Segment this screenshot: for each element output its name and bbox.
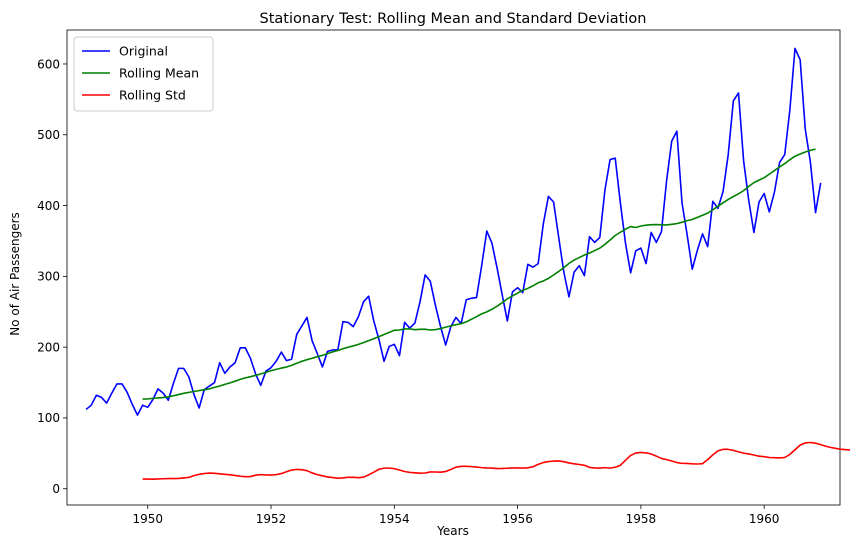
y-axis-label: No of Air Passengers (8, 212, 22, 336)
y-tick-label: 0 (52, 482, 60, 496)
y-tick-label: 300 (37, 270, 60, 284)
x-tick-label: 1954 (379, 512, 410, 526)
x-tick-label: 1950 (132, 512, 163, 526)
legend-label-rolling-std: Rolling Std (119, 88, 186, 103)
x-tick-label: 1956 (502, 512, 533, 526)
y-tick-label: 200 (37, 340, 60, 354)
y-tick-label: 600 (37, 57, 60, 71)
y-tick-label: 500 (37, 128, 60, 142)
series-line-rolling-mean (142, 148, 816, 400)
legend-label-original: Original (119, 44, 168, 59)
legend-label-rolling-mean: Rolling Mean (119, 66, 199, 81)
y-tick-label: 100 (37, 411, 60, 425)
legend: Original Rolling Mean Rolling Std (73, 36, 214, 112)
y-tick-label: 400 (37, 199, 60, 213)
y-axis: 0 100 200 300 400 500 600 (37, 57, 67, 496)
series-line-original (85, 47, 822, 416)
chart-title: Stationary Test: Rolling Mean and Standa… (260, 11, 647, 27)
series-line-rolling-std (142, 441, 850, 480)
legend-box (73, 36, 214, 112)
x-axis: 1950 1952 1954 1956 1958 1960 (132, 505, 779, 526)
x-axis-label: Years (436, 524, 469, 538)
x-tick-label: 1958 (626, 512, 657, 526)
x-tick-label: 1952 (256, 512, 287, 526)
series-layer (85, 47, 850, 480)
x-tick-label: 1960 (749, 512, 780, 526)
